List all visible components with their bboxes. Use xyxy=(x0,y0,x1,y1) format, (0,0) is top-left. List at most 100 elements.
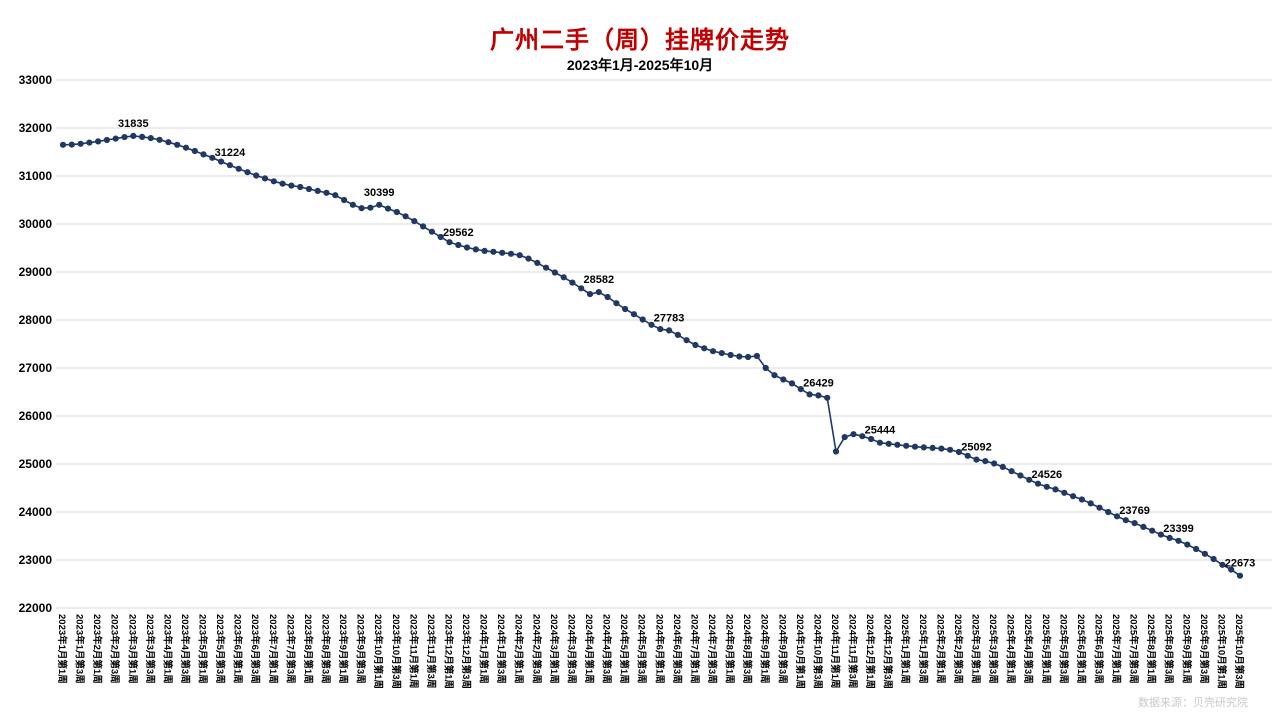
x-tick-label: 2025年5月第3周 xyxy=(1057,614,1069,684)
x-tick-label: 2025年9月第3周 xyxy=(1198,614,1210,684)
data-point xyxy=(376,201,383,208)
data-point xyxy=(191,147,198,155)
x-tick-label: 2025年4月第1周 xyxy=(1005,614,1017,684)
data-point xyxy=(1228,566,1235,573)
data-point xyxy=(894,441,901,448)
data-point xyxy=(982,458,989,465)
x-tick-label: 2024年12月第1周 xyxy=(864,614,876,689)
data-point xyxy=(1184,541,1191,548)
x-tick-label: 2024年1月第1周 xyxy=(478,614,490,684)
data-point xyxy=(604,293,611,301)
x-tick-label: 2023年12月第3周 xyxy=(460,614,472,689)
page-subtitle: 2023年1月-2025年10月 xyxy=(566,57,714,73)
x-tick-label: 2025年10月第3周 xyxy=(1233,614,1245,689)
data-point xyxy=(59,141,67,148)
data-point xyxy=(753,352,761,360)
x-tick-label: 2023年2月第3周 xyxy=(109,614,121,684)
x-tick-label: 2024年6月第3周 xyxy=(671,614,683,684)
data-point xyxy=(367,204,374,211)
data-point xyxy=(745,353,752,361)
x-tick-label: 2025年9月第1周 xyxy=(1180,614,1192,684)
data-point xyxy=(973,456,980,463)
data-point xyxy=(999,463,1006,470)
x-tick-label: 2024年2月第3周 xyxy=(530,614,542,684)
x-tick-label: 2024年8月第1周 xyxy=(724,614,736,684)
data-point xyxy=(850,431,857,438)
x-tick-label: 2025年5月第1周 xyxy=(1040,614,1052,684)
data-point xyxy=(920,444,927,451)
data-point xyxy=(86,139,93,146)
x-tick-label: 2023年5月第1周 xyxy=(197,614,209,684)
data-point xyxy=(1219,561,1226,568)
data-point xyxy=(490,248,497,255)
data-point xyxy=(463,244,471,251)
data-label: 24526 xyxy=(1032,469,1063,481)
data-point xyxy=(859,433,866,440)
data-point xyxy=(938,445,945,452)
data-point xyxy=(736,353,743,360)
data-point xyxy=(218,158,225,165)
data-point xyxy=(586,291,594,298)
x-tick-label: 2024年10月第1周 xyxy=(794,614,806,689)
x-tick-label: 2024年11月第1周 xyxy=(829,614,841,688)
data-point xyxy=(1175,537,1182,544)
data-point xyxy=(1052,486,1059,493)
x-tick-label: 2024年2月第1周 xyxy=(513,614,525,684)
data-point xyxy=(112,135,119,142)
data-point xyxy=(130,132,137,139)
data-point xyxy=(1087,500,1094,507)
x-tick-label: 2023年9月第1周 xyxy=(337,614,349,684)
data-point xyxy=(1070,493,1077,500)
data-point xyxy=(393,208,400,216)
data-point xyxy=(534,259,541,266)
data-point xyxy=(1193,545,1200,553)
x-tick-label: 2023年5月第3周 xyxy=(214,614,226,684)
data-point xyxy=(200,151,207,158)
data-point xyxy=(314,187,321,194)
data-point xyxy=(297,183,304,191)
y-tick-label: 26000 xyxy=(19,409,53,423)
data-point xyxy=(165,139,172,146)
x-tick-label: 2023年6月第1周 xyxy=(232,614,244,684)
y-tick-label: 22000 xyxy=(19,601,53,615)
x-tick-label: 2025年3月第1周 xyxy=(969,614,981,684)
data-point xyxy=(1061,489,1068,496)
data-source-watermark: 数据来源：贝壳研究院 xyxy=(1138,697,1248,709)
x-tick-label: 2023年4月第3周 xyxy=(179,614,191,684)
y-tick-label: 25000 xyxy=(19,457,53,471)
x-tick-label: 2023年4月第1周 xyxy=(161,614,173,684)
data-point xyxy=(578,285,585,292)
data-point xyxy=(1149,527,1156,534)
data-point xyxy=(824,394,831,401)
data-point xyxy=(806,391,813,398)
x-tick-label: 2024年3月第1周 xyxy=(548,614,560,684)
data-point xyxy=(1236,572,1244,579)
x-tick-label: 2023年11月第3周 xyxy=(425,614,437,688)
data-point xyxy=(95,138,102,145)
y-tick-label: 30000 xyxy=(19,217,53,231)
data-point xyxy=(1017,472,1024,479)
data-point xyxy=(507,250,515,257)
data-point xyxy=(622,305,629,313)
data-point xyxy=(472,246,479,253)
data-point xyxy=(718,350,725,357)
data-point xyxy=(121,134,128,141)
data-point xyxy=(569,279,576,286)
data-point xyxy=(182,144,190,151)
data-point xyxy=(762,364,769,372)
x-tick-label: 2025年7月第1周 xyxy=(1110,614,1122,684)
data-point xyxy=(77,140,84,147)
data-point xyxy=(727,351,734,359)
data-label: 22673 xyxy=(1225,558,1256,570)
data-point xyxy=(876,439,884,446)
x-tick-label: 2025年4月第3周 xyxy=(1022,614,1034,684)
x-tick-label: 2024年12月第3周 xyxy=(882,614,894,689)
page-title: 广州二手（周）挂牌价走势 xyxy=(490,27,790,54)
data-point xyxy=(947,446,954,453)
data-point xyxy=(1210,555,1217,563)
x-tick-label: 2023年1月第3周 xyxy=(74,614,86,684)
y-tick-label: 23000 xyxy=(19,553,53,567)
data-point xyxy=(209,154,216,161)
x-tick-label: 2025年7月第3周 xyxy=(1128,614,1140,684)
data-point xyxy=(481,247,488,254)
